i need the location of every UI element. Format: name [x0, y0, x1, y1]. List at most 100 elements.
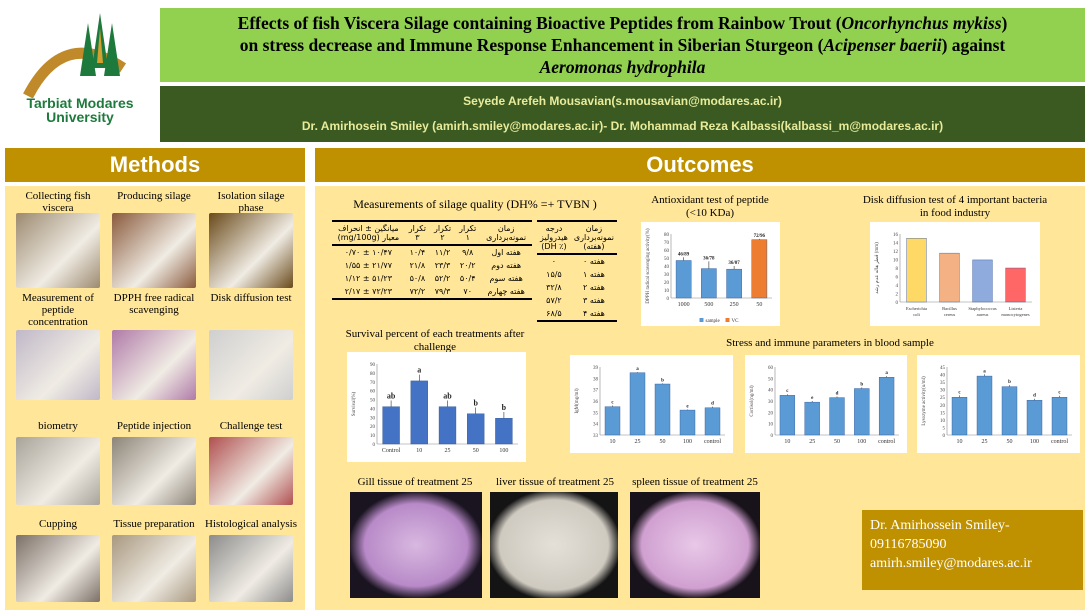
data-label: ab: [387, 391, 396, 400]
lysozyme-chart: 0 5 10 15 20 25 30 35 40 45 Lysozyme activity(u/ml…: [917, 355, 1080, 453]
method-label: Measurement of peptide concentration: [22, 292, 94, 328]
table-cell: هفته سوم: [489, 274, 523, 283]
contact-email[interactable]: amirh.smiley@modares.ac.ir: [870, 556, 1032, 571]
y-tick-label: 40: [768, 389, 774, 394]
y-tick-label: 39: [593, 366, 599, 371]
data-label: c: [1058, 391, 1061, 396]
legend-swatch: [699, 318, 704, 322]
silage-title: Measurements of silage quality (DH% =+ T…: [353, 197, 597, 211]
bar: [675, 260, 692, 299]
liver-tissue-image: [490, 492, 618, 598]
method-photo: [16, 330, 100, 400]
table-header: زمان نمونه‌برداری (هفته): [573, 224, 614, 251]
data-label: c: [958, 390, 961, 395]
table-row: هفته چهارم ۷۰ ۷۹/۳ ۷۲/۲ ۷۲/۲۳ ± ۲/۱۷: [332, 285, 532, 299]
x-tick-label: Escherichia: [906, 306, 927, 311]
bar: [1026, 400, 1043, 436]
table-cell: ۱۰/۴: [409, 248, 426, 257]
bar: [854, 388, 870, 436]
table-cell: هفته ۲: [583, 283, 605, 292]
table-cell: ۹/۸: [462, 248, 474, 257]
y-tick-label: 0: [771, 434, 774, 439]
bar: [629, 372, 646, 436]
x-tick-label: 50: [834, 439, 840, 445]
disk-diffusion-chart: 0 2 4 6 8 10 12 14 16 قطر هاله عدم رشد (mm) Escher…: [870, 222, 1040, 326]
bar: [438, 406, 457, 445]
data-label: b: [860, 382, 863, 387]
bar: [726, 268, 742, 299]
table-cell: ۷۲/۲۳ ± ۲/۱۷: [344, 287, 393, 296]
authors-box: Seyede Arefeh Mousavian(s.mousavian@moda…: [160, 86, 1085, 142]
table-row: هفته اول ۹/۸ ۱۱/۲ ۱۰/۴ ۱۰/۴۷ ± ۰/۷۰: [332, 245, 532, 259]
data-label: a: [885, 371, 888, 376]
x-tick-label: 10: [957, 439, 963, 445]
data-label: c: [611, 401, 614, 406]
y-tick-label: 10: [768, 423, 774, 428]
y-tick-label: 10: [940, 419, 946, 424]
x-tick-label: 250: [730, 302, 739, 308]
y-tick-label: 34: [593, 423, 599, 428]
data-label: a: [983, 369, 986, 374]
method-label: Histological analysis: [205, 518, 297, 530]
x-tick-label: 10: [416, 448, 422, 454]
y-tick-label: 20: [768, 411, 774, 416]
y-tick-label: 0: [943, 434, 946, 439]
table-cell: ۲۳/۳: [434, 261, 451, 270]
y-tick-label: 35: [940, 381, 946, 386]
data-label: e: [686, 405, 689, 410]
method-label: Peptide injection: [116, 420, 192, 432]
bar: [976, 375, 993, 436]
table-cell: ۷۰: [463, 287, 472, 296]
x-tick-label: 1000: [678, 302, 690, 308]
y-tick-label: 15: [940, 411, 946, 416]
table-cell: هفته ۴: [583, 309, 605, 318]
y-tick-label: 37: [593, 389, 599, 394]
table-cell: ۳۲/۸: [546, 283, 562, 292]
y-tick-label: 10: [370, 434, 376, 439]
table-row: هفته ۰ ۰: [537, 254, 617, 268]
y-tick-label: 60: [768, 366, 774, 371]
data-label: 72/96: [754, 234, 766, 239]
tissue-label-spleen: spleen tissue of treatment 25: [632, 476, 758, 488]
table-header: تکرار ۲: [433, 224, 452, 242]
x-tick-label: control: [878, 439, 895, 445]
method-label: Disk diffusion test: [210, 292, 292, 304]
data-label: c: [786, 389, 789, 394]
bar: [701, 268, 717, 299]
x-tick-label: 25: [982, 439, 988, 445]
y-axis-label: Cortisol(ng/ml): [750, 385, 755, 416]
data-label: b: [502, 403, 507, 412]
x-tick-label: 10: [610, 439, 616, 445]
method-label: biometry: [38, 420, 78, 432]
method-photo: [209, 330, 293, 400]
data-label: b: [473, 399, 478, 408]
bar: [939, 252, 960, 303]
contact-box: Dr. Amirhossein Smiley- 09116785090 amir…: [862, 510, 1083, 590]
data-label: b: [1008, 380, 1011, 385]
bar: [410, 380, 428, 445]
bar: [779, 395, 796, 436]
bar: [804, 401, 820, 436]
bar: [654, 383, 671, 436]
y-tick-label: 0: [896, 301, 899, 306]
method-photo: [16, 437, 100, 505]
y-tick-label: 45: [940, 366, 946, 371]
y-tick-label: 16: [893, 233, 899, 238]
data-label: a: [636, 367, 639, 372]
tissue-label-gill: Gill tissue of treatment 25: [357, 476, 473, 488]
igm-chart: 33 34 35 36 37 38 39 IgM(mg/ml) c 10 a 25 b 50 e 100 d co…: [570, 355, 733, 453]
gill-tissue-image: [350, 492, 482, 598]
bar: [495, 418, 513, 445]
table-row: هفته ۳ ۵۷/۲: [537, 294, 617, 307]
bar: [1001, 386, 1018, 436]
table-row: هفته ۲ ۳۲/۸: [537, 281, 617, 294]
bar: [704, 407, 721, 436]
method-photo: [209, 437, 293, 505]
poster-title: Effects of fish Viscera Silage containin…: [160, 8, 1085, 82]
spleen-tissue-image: [630, 492, 760, 598]
methods-heading: Methods: [5, 148, 305, 182]
method-label: Tissue preparation: [113, 518, 195, 530]
y-tick-label: 38: [593, 377, 599, 382]
y-tick-label: 8: [896, 267, 899, 272]
bar: [878, 377, 895, 436]
